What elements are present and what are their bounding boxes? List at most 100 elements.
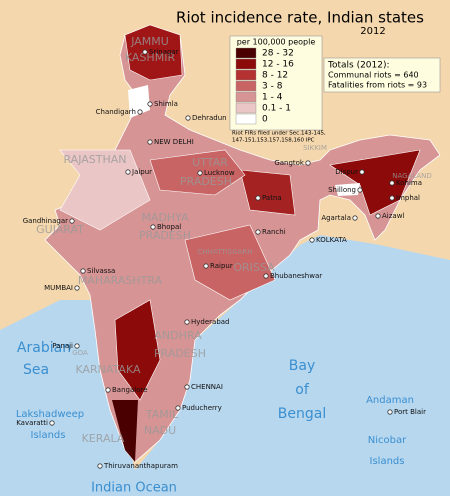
water-label: Arabian [17, 340, 71, 356]
city-marker [352, 215, 358, 221]
state-label: KARNATAKA [75, 363, 140, 376]
region [335, 183, 360, 196]
state-label: JAMMU [130, 35, 169, 48]
state-label: NADU [144, 424, 176, 437]
city-label: Srinagar [149, 48, 179, 56]
city-marker [147, 101, 153, 107]
city-label: Jaipur [131, 168, 152, 176]
state-label: SIKKIM [303, 144, 327, 152]
city-label: Lucknow [204, 169, 235, 177]
city-marker [150, 224, 156, 230]
city-marker [184, 384, 190, 390]
water-label: Andaman [366, 395, 414, 406]
state-label: ORISSA [233, 261, 275, 274]
sea [0, 235, 450, 496]
state-label: MADHYA [141, 211, 189, 224]
legend-swatch [235, 91, 257, 103]
city-label: Chandigarh [96, 108, 136, 116]
city-label: Ranchi [262, 228, 286, 236]
legend-label: 3 - 8 [262, 82, 283, 92]
state-label: PRADESH [180, 175, 232, 188]
state-label: KASHMIR [125, 51, 176, 64]
title: Riot incidence rate, Indian states [176, 9, 424, 27]
legend-swatch [235, 102, 257, 114]
state-label: GOA [72, 349, 88, 357]
city-marker [69, 218, 75, 224]
city-marker [147, 139, 153, 145]
city-label: Thiruvananthapuram [103, 462, 178, 470]
city-label: Silvassa [87, 267, 115, 275]
legend-swatch [235, 80, 257, 92]
city-label: Agartala [321, 214, 351, 222]
note: Riot FIRs filed under Sec.143-145, [232, 131, 326, 137]
city-label: Aizawl [382, 212, 404, 220]
city-marker [263, 273, 269, 279]
city-marker [74, 343, 80, 349]
city-marker [74, 285, 80, 291]
city-marker [203, 263, 209, 269]
totals-line: Fatalities from riots = 93 [328, 81, 427, 90]
city-marker [142, 49, 148, 55]
region [184, 224, 276, 301]
water-label: Islands [31, 430, 66, 441]
city-label: Gangtok [274, 159, 305, 167]
legend-swatch [235, 69, 257, 81]
city-marker [97, 463, 103, 469]
region [329, 149, 421, 216]
water-label: Indian Ocean [91, 481, 177, 496]
city-marker [255, 229, 261, 235]
region [124, 24, 183, 81]
year: 2012 [360, 26, 385, 37]
note: 147-151,153,157,158,160 IPC [232, 138, 315, 144]
region [128, 85, 150, 118]
city-marker [357, 187, 363, 193]
legend-swatch [235, 113, 257, 125]
state-label: MAHARASHTRA [78, 274, 163, 287]
city-label: Patna [262, 194, 282, 202]
city-marker [389, 195, 395, 201]
legend-label: 0 [262, 115, 268, 125]
state-label: CHHATTISGARH [198, 248, 253, 256]
legend-label: 28 - 32 [262, 49, 294, 59]
city-marker [185, 115, 191, 121]
city-label: Kohima [396, 179, 422, 187]
city-marker [389, 180, 395, 186]
totals-title: Totals (2012): [327, 61, 390, 71]
city-marker [375, 213, 381, 219]
legend-label: 1 - 4 [262, 93, 283, 103]
water-label: Islands [370, 456, 405, 467]
legend-title: per 100,000 people [237, 38, 316, 47]
region [114, 299, 161, 401]
state-label: PRADESH [139, 229, 191, 242]
city-label: Gandhinagar [23, 217, 68, 225]
totals-line: Communal riots = 640 [328, 71, 419, 80]
city-label: Shillong [328, 186, 356, 194]
city-marker [184, 319, 190, 325]
city-label: MUMBAI [44, 284, 73, 292]
city-marker [255, 195, 261, 201]
city-label: Bhubaneshwar [270, 272, 322, 280]
state-label: PRADESH [154, 347, 206, 360]
state-label: RAJASTHAN [63, 153, 126, 166]
city-marker [305, 160, 311, 166]
city-marker [359, 169, 365, 175]
city-marker [49, 420, 55, 426]
city-label: Imphal [396, 194, 420, 202]
state-label: KERALA [82, 432, 125, 445]
city-marker [137, 109, 143, 115]
city-label: Bhopal [157, 223, 181, 231]
city-label: CHENNAI [191, 383, 223, 391]
water-label: Bengal [278, 406, 326, 422]
city-label: Shimla [154, 100, 178, 108]
city-label: Puducherry [182, 404, 222, 412]
legend-label: 8 - 12 [262, 71, 288, 81]
city-marker [80, 268, 86, 274]
water-label: Sea [23, 362, 49, 378]
city-label: Bangalore [112, 386, 148, 394]
city-marker [197, 170, 203, 176]
city-label: Port Blair [394, 408, 426, 416]
city-label: Dehradun [192, 114, 227, 122]
city-marker [125, 169, 131, 175]
state-label: ANDHRA [154, 329, 202, 342]
